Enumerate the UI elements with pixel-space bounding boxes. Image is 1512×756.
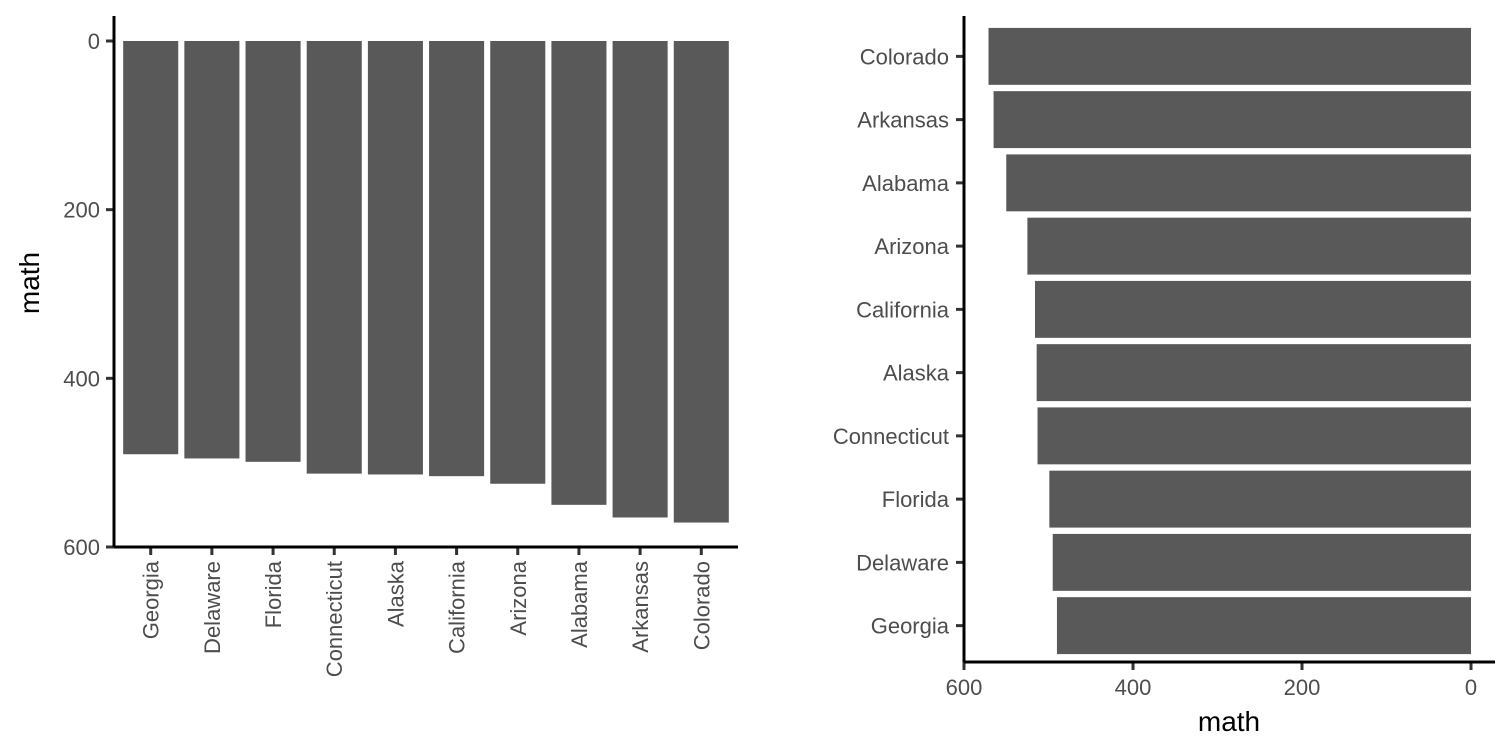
bar-alabama	[1006, 154, 1471, 212]
x-tick-label-arkansas: Arkansas	[628, 561, 653, 653]
bar-alaska	[367, 41, 423, 475]
x-tick-label: 600	[946, 675, 983, 700]
y-tick-label-california: California	[856, 297, 950, 322]
y-tick-label: 200	[63, 198, 100, 223]
bar-florida	[1049, 470, 1471, 528]
bar-arkansas	[993, 91, 1471, 149]
y-tick-label-alabama: Alabama	[862, 171, 950, 196]
y-tick-label-connecticut: Connecticut	[833, 424, 949, 449]
bar-arkansas	[612, 41, 668, 518]
bar-colorado	[988, 27, 1471, 85]
bar-colorado	[673, 41, 729, 523]
bar-alabama	[551, 41, 607, 505]
x-tick-label-arizona: Arizona	[506, 560, 531, 635]
bar-alaska	[1036, 344, 1471, 402]
y-tick-label: 600	[63, 535, 100, 560]
left-y-axis-title: math	[14, 252, 45, 314]
right-x-axis-title: math	[1198, 706, 1260, 737]
bar-connecticut	[1037, 407, 1471, 465]
x-tick-label: 0	[1465, 675, 1477, 700]
x-tick-label-connecticut: Connecticut	[322, 561, 347, 677]
bar-california	[429, 41, 485, 477]
x-tick-label-colorado: Colorado	[689, 561, 714, 650]
left-bar-chart: math Georgia Delaware Florida Connecticut Al…	[14, 16, 738, 677]
bar-connecticut	[306, 41, 362, 474]
bar-georgia	[1056, 597, 1471, 655]
x-tick-label-florida: Florida	[261, 560, 286, 628]
y-tick-label-colorado: Colorado	[860, 44, 949, 69]
y-tick-label-arizona: Arizona	[874, 234, 949, 259]
x-tick-label-alabama: Alabama	[567, 560, 592, 648]
bar-georgia	[123, 41, 179, 455]
bar-delaware	[1052, 533, 1471, 591]
bar-florida	[245, 41, 301, 462]
bar-arizona	[490, 41, 546, 484]
y-tick-label: 0	[88, 29, 100, 54]
bar-arizona	[1027, 217, 1471, 275]
x-tick-label: 400	[1115, 675, 1152, 700]
y-tick-label-alaska: Alaska	[883, 361, 950, 386]
x-tick-label-alaska: Alaska	[383, 560, 408, 627]
y-tick-label: 400	[63, 366, 100, 391]
y-tick-label-georgia: Georgia	[871, 614, 950, 639]
x-tick-label-california: California	[445, 560, 470, 654]
bar-delaware	[184, 41, 240, 459]
x-tick-label: 200	[1284, 675, 1321, 700]
x-tick-label-georgia: Georgia	[139, 560, 164, 639]
y-tick-label-delaware: Delaware	[856, 550, 949, 575]
x-tick-label-delaware: Delaware	[200, 561, 225, 654]
bar-california	[1034, 280, 1471, 338]
y-tick-label-arkansas: Arkansas	[857, 108, 949, 133]
right-bar-chart: math Georgia Delaware Florida Connecticut Al…	[833, 16, 1495, 737]
y-tick-label-florida: Florida	[882, 487, 950, 512]
